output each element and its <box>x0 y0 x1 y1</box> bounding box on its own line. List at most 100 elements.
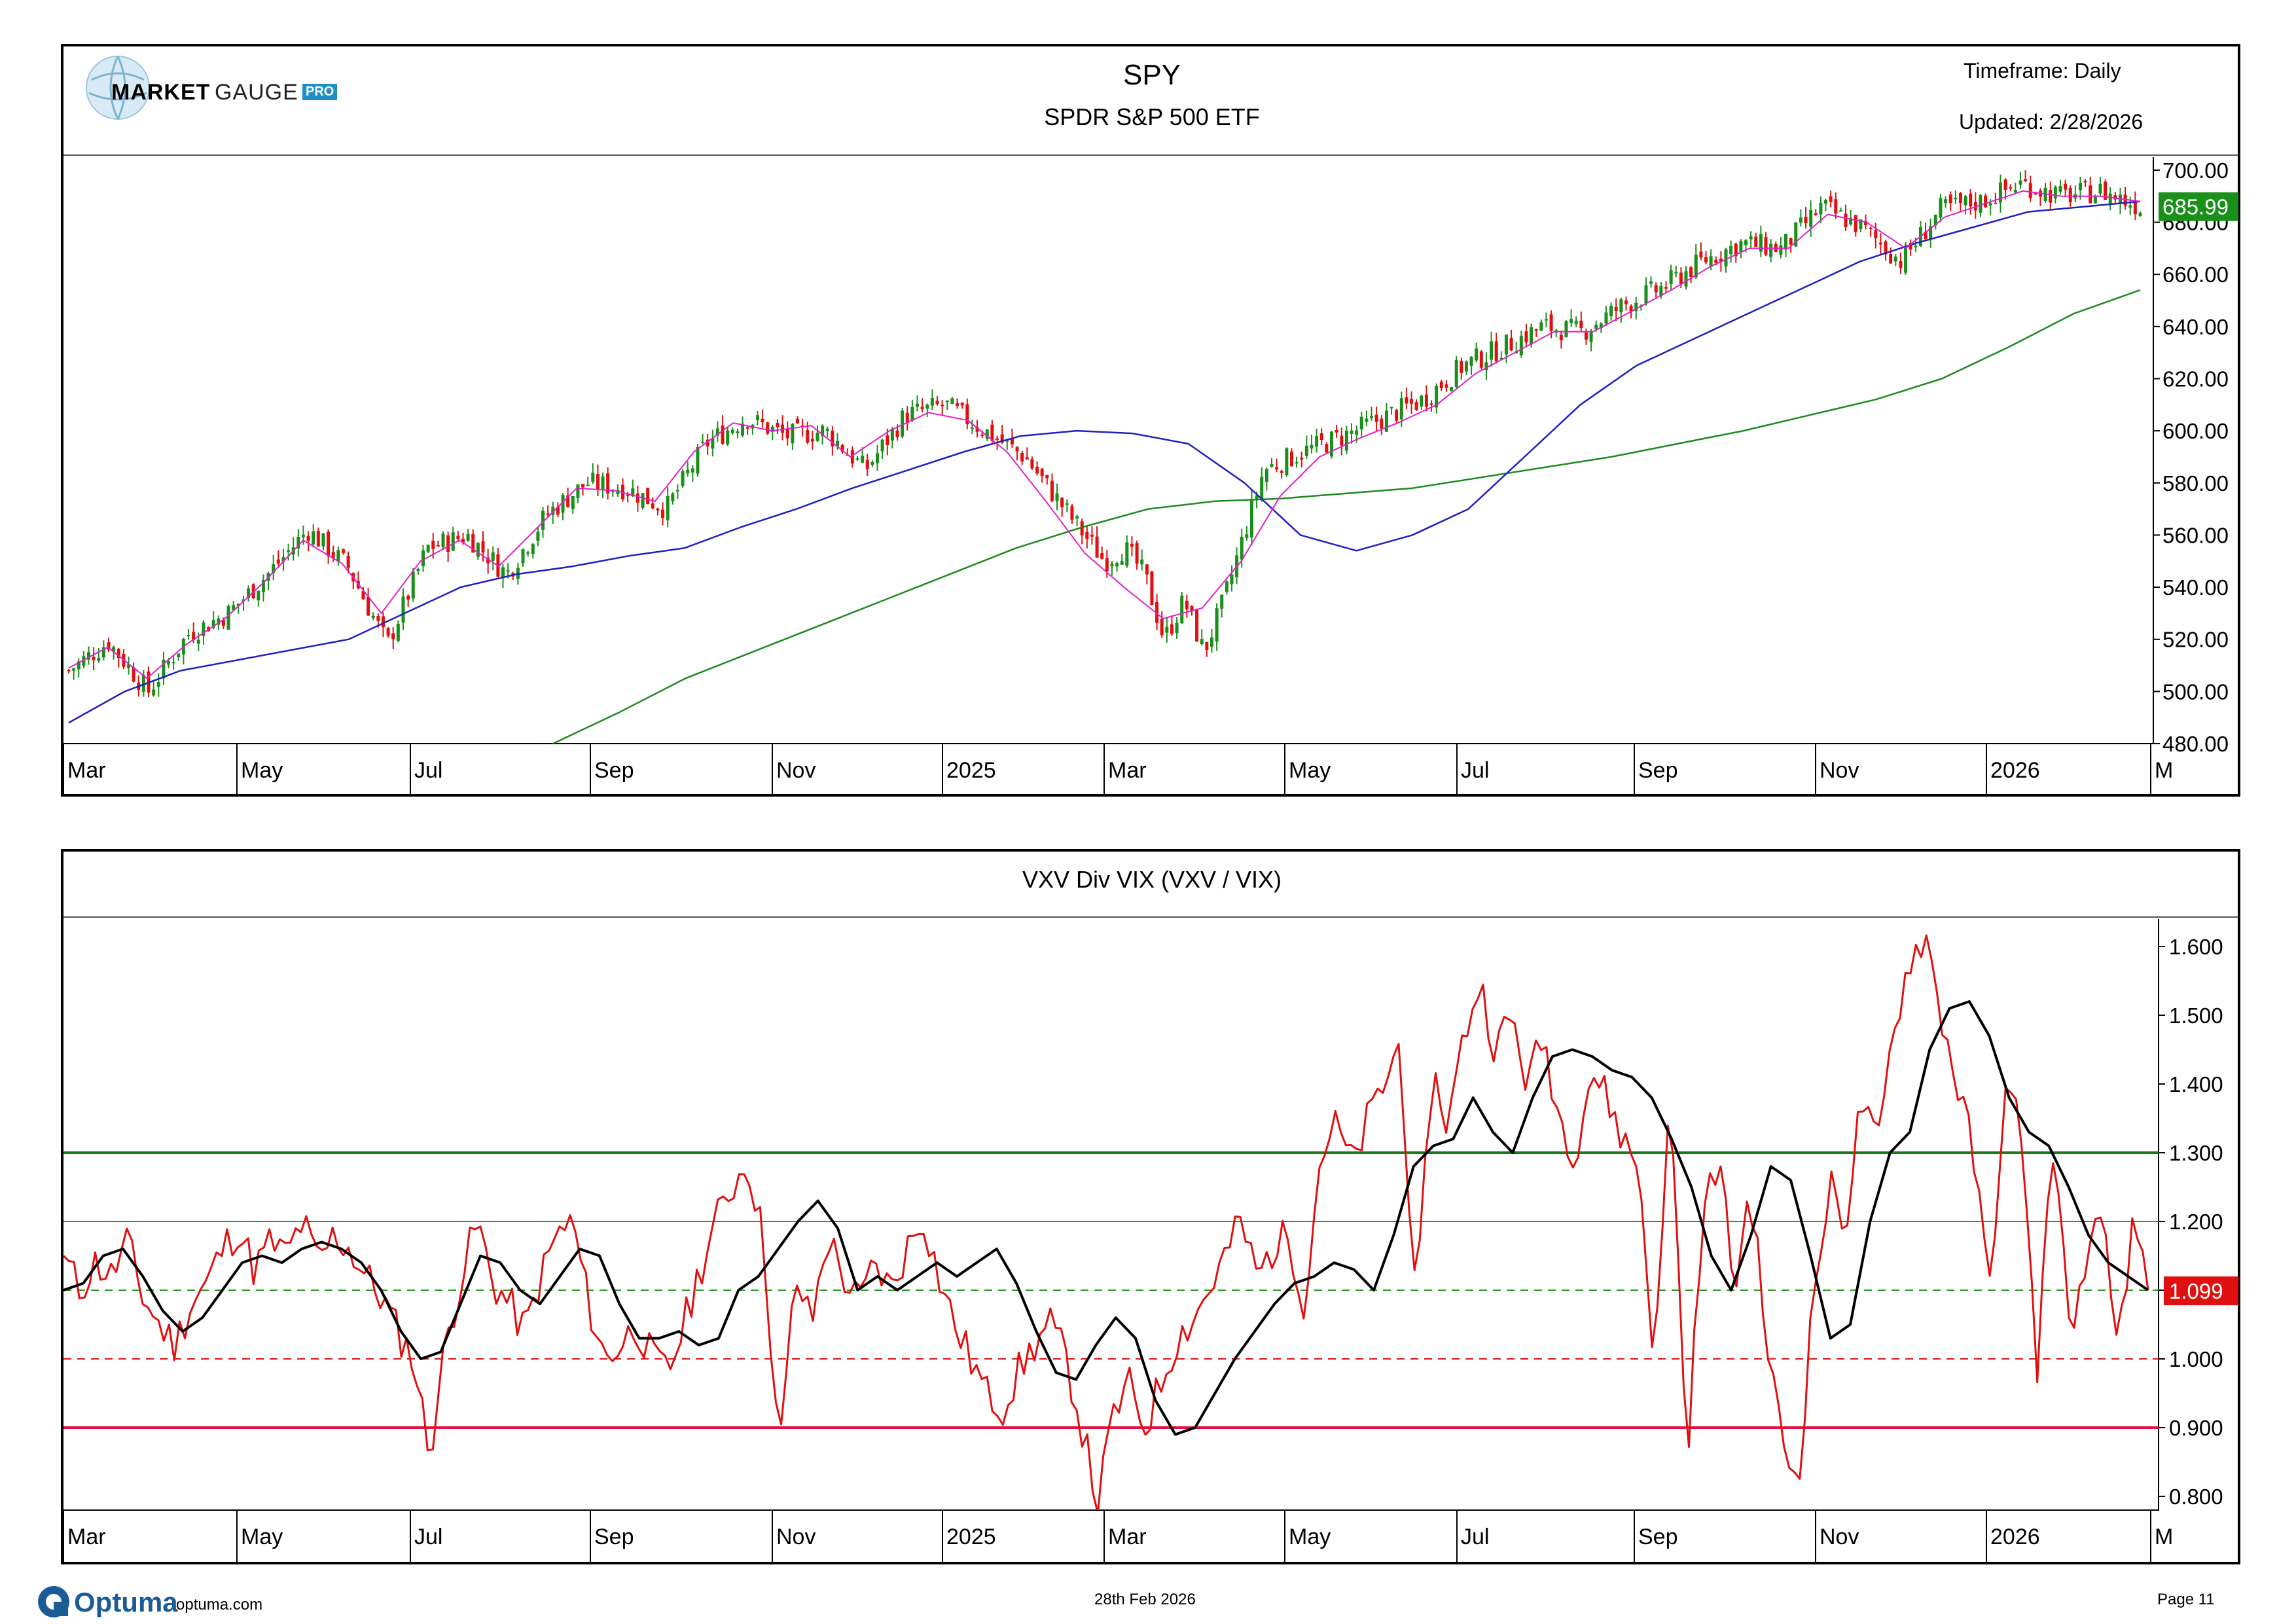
y-tick-label: 660.00 <box>2162 262 2229 287</box>
candle-up <box>591 473 595 482</box>
last-ratio-label: 1.099 <box>2169 1279 2223 1303</box>
candle-up <box>187 635 190 637</box>
candle-down <box>646 488 650 505</box>
candle-down <box>2028 183 2032 198</box>
candle-down <box>1205 641 1209 651</box>
candle-up <box>1519 336 1523 355</box>
candle-up <box>1464 361 1468 372</box>
candle-down <box>1045 475 1049 478</box>
candle-up <box>2093 196 2097 204</box>
candle-up <box>141 674 145 692</box>
candle-down <box>606 473 610 494</box>
candle-down <box>596 474 600 490</box>
candle-down <box>1579 320 1583 328</box>
candle-up <box>770 426 774 432</box>
x-tick-label: Nov <box>1820 758 1859 783</box>
candle-up <box>1904 245 1908 273</box>
candle-down <box>1085 532 1089 539</box>
candle-down <box>1340 435 1344 446</box>
candle-up <box>1539 322 1543 331</box>
candle-down <box>92 657 96 660</box>
candle-up <box>1330 431 1334 457</box>
x-tick-label: May <box>1289 1525 1331 1549</box>
candle-up <box>2058 186 2062 192</box>
candle-down <box>117 649 120 659</box>
candle-up <box>1285 448 1289 476</box>
candle-up <box>1450 387 1454 391</box>
candle-down <box>1854 215 1857 232</box>
candle-up <box>1893 257 1897 262</box>
candle-down <box>2083 181 2087 183</box>
candle-down <box>1869 227 1873 229</box>
candle-up <box>1315 436 1319 447</box>
candle-up <box>835 441 839 446</box>
x-tick-label: Nov <box>1820 1525 1859 1549</box>
candle-up <box>2053 187 2057 199</box>
y-tick-label: 620.00 <box>2162 367 2229 391</box>
candle-down <box>2064 183 2068 190</box>
candle-down <box>920 406 924 410</box>
price-header-divider <box>63 154 2238 156</box>
candle-down <box>1814 213 1818 215</box>
candle-up <box>641 493 645 508</box>
candle-down <box>1994 202 1998 204</box>
candle-up <box>1744 240 1748 245</box>
candle-up <box>1504 334 1508 355</box>
candle-up <box>1944 199 1948 204</box>
candle-up <box>1200 639 1204 645</box>
candle-up <box>1799 217 1803 223</box>
candle-up <box>1964 196 1967 206</box>
candle-down <box>651 503 655 509</box>
candle-down <box>1664 287 1668 289</box>
candle-up <box>491 552 495 561</box>
candle-down <box>905 412 909 424</box>
candle-up <box>1724 249 1728 267</box>
candle-down <box>766 422 770 434</box>
candle-up <box>1484 362 1488 370</box>
candle-up <box>177 653 181 657</box>
candle-down <box>1754 236 1758 247</box>
candle-up <box>1140 559 1144 565</box>
candle-down <box>327 532 331 556</box>
candle-down <box>556 507 560 515</box>
candle-up <box>1933 214 1937 226</box>
candle-up <box>821 425 825 437</box>
candle-up <box>1759 234 1763 252</box>
x-tick-label: 2026 <box>1990 1525 2040 1549</box>
candle-up <box>1125 542 1129 566</box>
candle-up <box>1784 234 1788 250</box>
candle-down <box>1035 467 1039 474</box>
candle-down <box>1444 384 1448 388</box>
candle-up <box>875 453 879 463</box>
candle-down <box>1030 459 1034 469</box>
candle-down <box>1020 452 1024 462</box>
y-tick-label: 600.00 <box>2162 419 2229 443</box>
candle-down <box>1275 467 1279 470</box>
candle-down <box>1414 402 1418 410</box>
candle-up <box>77 661 81 670</box>
candle-down <box>1958 193 1962 204</box>
candle-up <box>72 668 76 671</box>
candle-up <box>541 511 545 530</box>
candle-up <box>1175 623 1179 634</box>
x-tick-label: May <box>241 758 283 783</box>
candle-up <box>1779 245 1783 255</box>
last-ratio-tag <box>2164 1276 2238 1306</box>
candle-up <box>171 662 175 664</box>
candle-up <box>287 550 291 552</box>
candle-down <box>1734 244 1738 257</box>
candle-down <box>446 535 450 552</box>
symbol-name: SPDR S&P 500 ETF <box>1044 103 1260 130</box>
y-tick-label: 1.200 <box>2169 1210 2223 1234</box>
candle-down <box>980 434 984 436</box>
candle-down <box>1969 193 1973 207</box>
candle-up <box>371 615 375 618</box>
candle-down <box>2089 185 2092 204</box>
candle-down <box>1559 334 1563 340</box>
candle-up <box>561 495 565 513</box>
candle-up <box>1270 463 1274 467</box>
candle-up <box>1370 416 1374 418</box>
candle-down <box>1050 480 1054 501</box>
candle-down <box>1374 414 1378 422</box>
candle-down <box>1924 231 1928 240</box>
